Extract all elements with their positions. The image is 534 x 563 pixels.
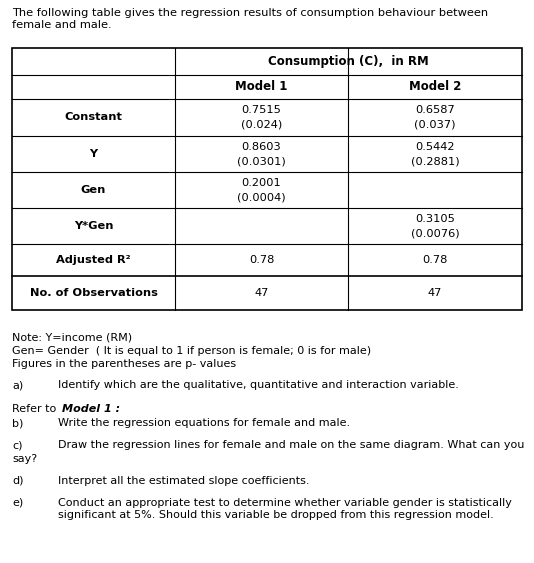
Text: Model 1 :: Model 1 :	[62, 404, 120, 414]
Text: significant at 5%. Should this variable be dropped from this regression model.: significant at 5%. Should this variable …	[58, 511, 494, 521]
Text: 0.6587: 0.6587	[415, 105, 455, 115]
Text: 0.5442: 0.5442	[415, 142, 455, 152]
Text: 0.78: 0.78	[249, 255, 274, 265]
Text: a): a)	[12, 381, 23, 391]
Text: 0.2001: 0.2001	[241, 178, 281, 188]
Text: 47: 47	[254, 288, 269, 298]
Text: Gen: Gen	[81, 185, 106, 195]
Text: Y*Gen: Y*Gen	[74, 221, 113, 231]
Text: Note: Y=income (RM): Note: Y=income (RM)	[12, 332, 132, 342]
Text: (0.037): (0.037)	[414, 120, 456, 130]
Text: Refer to: Refer to	[12, 404, 60, 414]
Text: Interpret all the estimated slope coefficients.: Interpret all the estimated slope coeffi…	[58, 476, 310, 485]
Text: Y: Y	[89, 149, 98, 159]
Text: Consumption (C),  in RM: Consumption (C), in RM	[268, 55, 429, 68]
Text: 0.3105: 0.3105	[415, 214, 455, 224]
Text: (0.0004): (0.0004)	[237, 192, 286, 202]
Text: (0.024): (0.024)	[241, 120, 282, 130]
Text: Gen= Gender  ( It is equal to 1 if person is female; 0 is for male): Gen= Gender ( It is equal to 1 if person…	[12, 346, 371, 355]
Text: (0.2881): (0.2881)	[411, 156, 459, 166]
Text: Draw the regression lines for female and male on the same diagram. What can you: Draw the regression lines for female and…	[58, 440, 524, 450]
Text: Constant: Constant	[65, 113, 122, 123]
Text: 0.7515: 0.7515	[241, 105, 281, 115]
Bar	[12, 48, 522, 310]
Text: Figures in the parentheses are p- values: Figures in the parentheses are p- values	[12, 359, 236, 369]
Text: 47: 47	[428, 288, 442, 298]
Text: The following table gives the regression results of consumption behaviour betwee: The following table gives the regression…	[12, 8, 488, 30]
Text: Model 1: Model 1	[235, 81, 288, 93]
Text: Conduct an appropriate test to determine whether variable gender is statisticall: Conduct an appropriate test to determine…	[58, 498, 512, 507]
Text: 0.8603: 0.8603	[241, 142, 281, 152]
Text: No. of Observations: No. of Observations	[29, 288, 158, 298]
Text: b): b)	[12, 418, 23, 428]
Text: say?: say?	[12, 454, 37, 463]
Text: c): c)	[12, 440, 22, 450]
Text: d): d)	[12, 476, 23, 485]
Text: e): e)	[12, 498, 23, 507]
Text: (0.0076): (0.0076)	[411, 228, 459, 238]
Text: Identify which are the qualitative, quantitative and interaction variable.: Identify which are the qualitative, quan…	[58, 381, 459, 391]
Text: Model 2: Model 2	[409, 81, 461, 93]
Text: (0.0301): (0.0301)	[237, 156, 286, 166]
Text: Write the regression equations for female and male.: Write the regression equations for femal…	[58, 418, 350, 428]
Text: Adjusted R²: Adjusted R²	[56, 255, 131, 265]
Text: 0.78: 0.78	[422, 255, 447, 265]
